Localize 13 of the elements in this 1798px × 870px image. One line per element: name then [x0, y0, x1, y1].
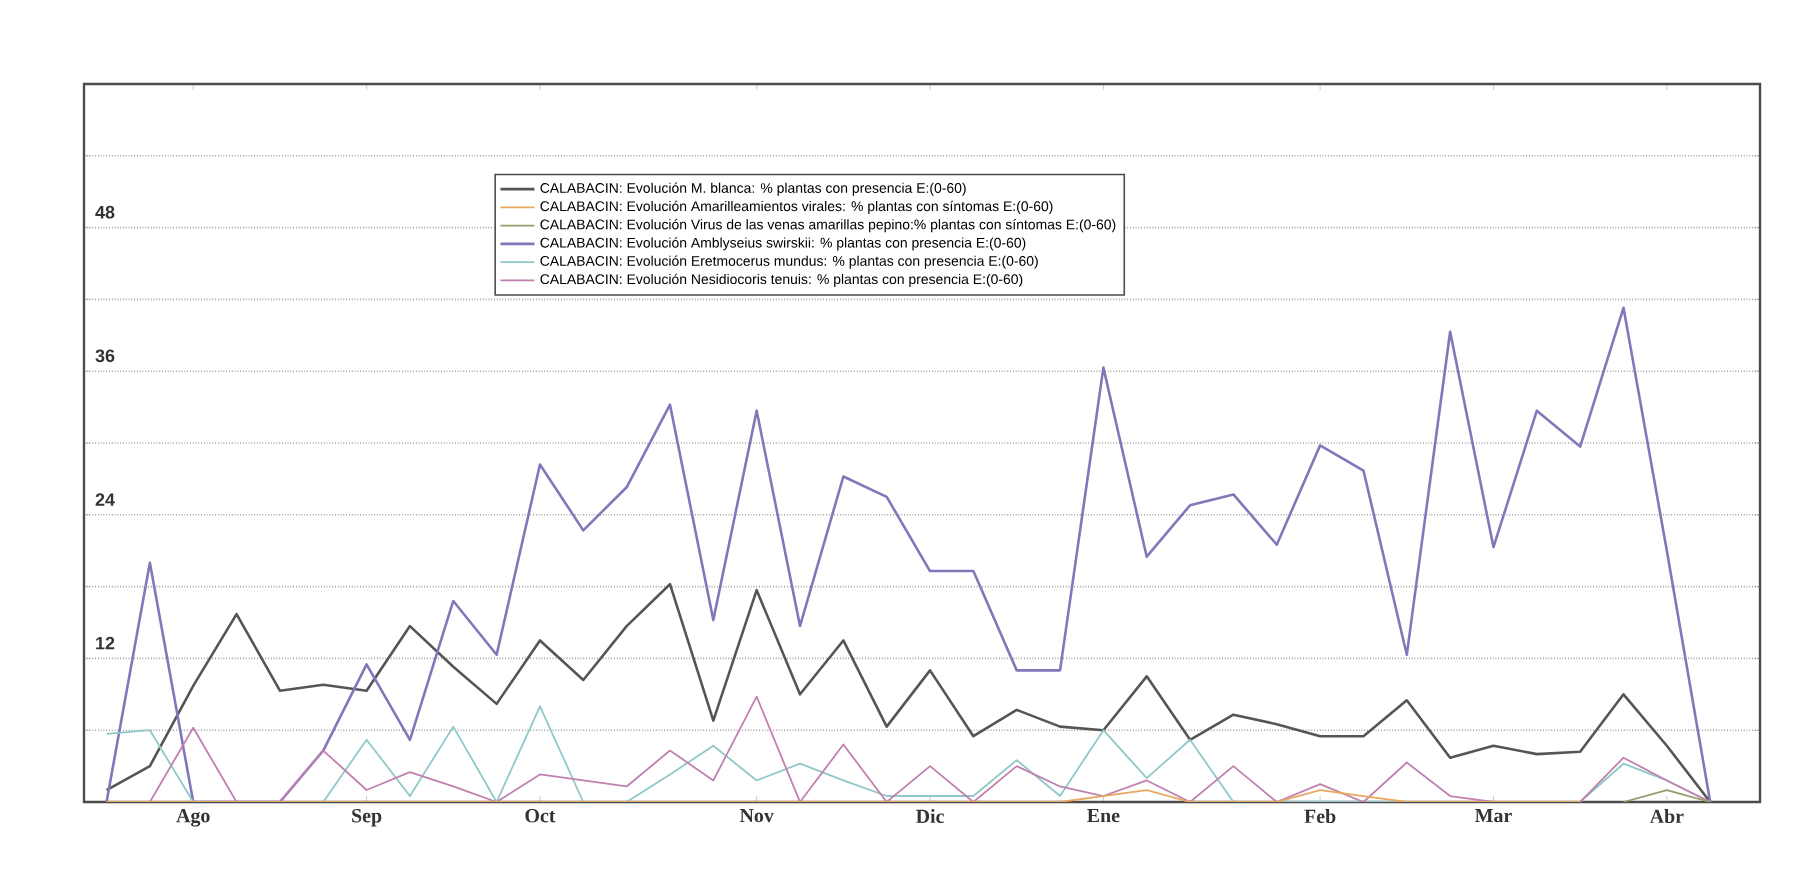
y-tick-label: 24	[95, 493, 115, 506]
x-tick-label: Ago	[176, 809, 210, 827]
x-tick-label: Sep	[352, 809, 382, 827]
x-tick-label: Feb	[1304, 809, 1336, 824]
y-tick-label: 36	[95, 349, 115, 363]
x-tick-label: Ene	[1087, 809, 1120, 823]
x-tick-label: Abr	[1649, 809, 1684, 824]
x-tick-label: Nov	[739, 809, 774, 823]
x-tick-label: Oct	[525, 809, 556, 823]
x-tick-label: Dic	[915, 809, 944, 824]
y-tick-label: 12	[96, 636, 115, 650]
x-tick-label: Mar	[1475, 809, 1512, 823]
y-tick-label: 48	[95, 205, 115, 219]
